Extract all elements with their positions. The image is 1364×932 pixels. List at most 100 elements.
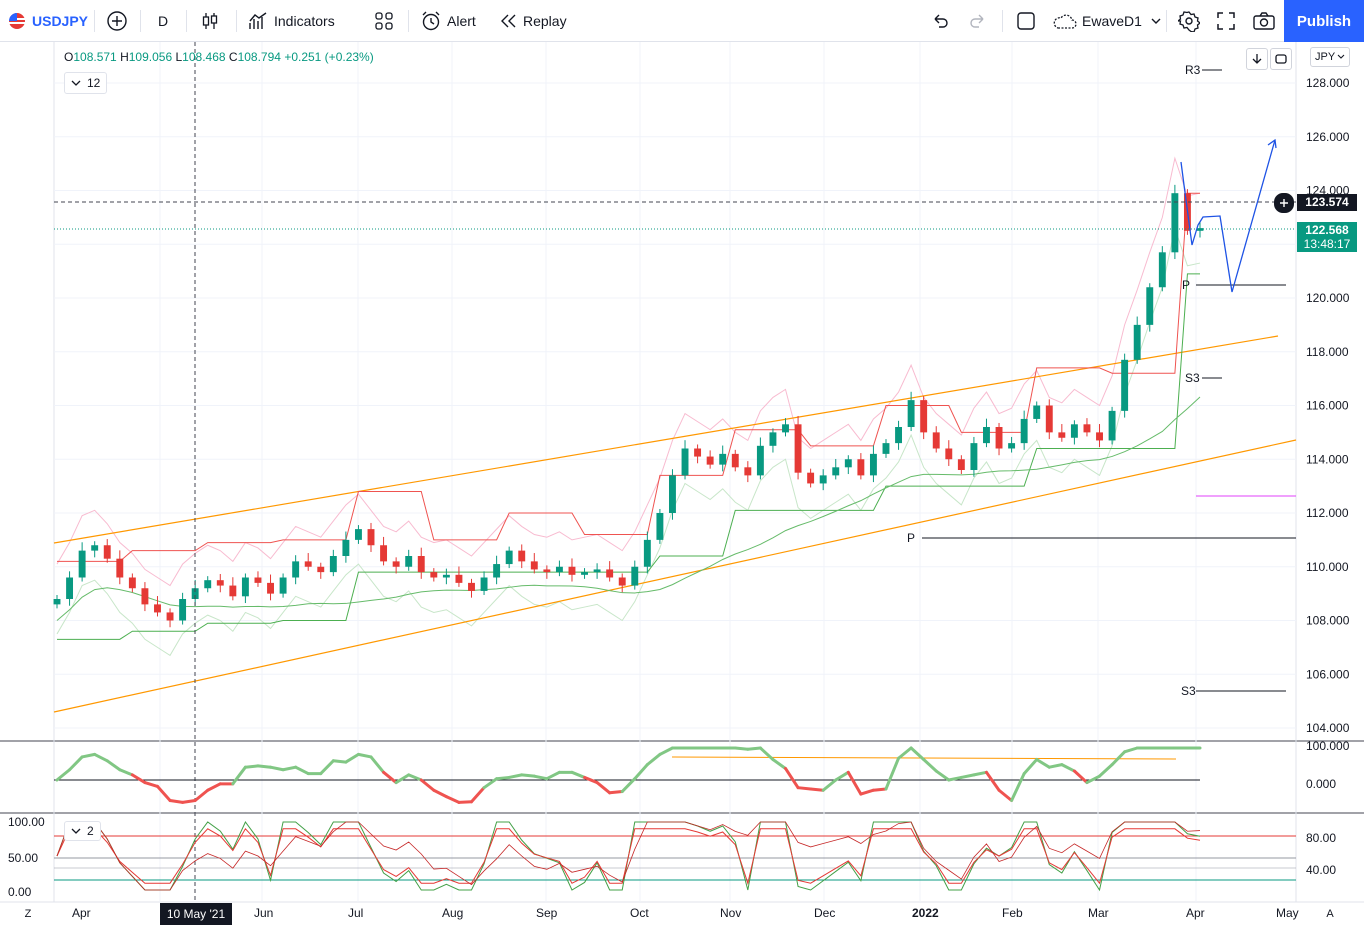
chevron-down-icon (1337, 54, 1345, 59)
candle (229, 577, 237, 601)
candle (103, 539, 111, 563)
candle (731, 449, 739, 472)
momentum-segment (796, 786, 813, 791)
candle (1196, 221, 1204, 238)
resistance-steps (57, 192, 1200, 562)
candle (1058, 424, 1066, 442)
candle (1096, 424, 1103, 448)
symbol-name: USDJPY (32, 13, 89, 29)
stoch-right-axis-label: 40.00 (1306, 863, 1336, 877)
add-symbol-button[interactable] (106, 0, 128, 42)
momentum-segment (344, 752, 360, 764)
price-chart[interactable]: R3 P S3 P S3 128.000126.000124.000122.00… (0, 42, 1364, 932)
candle (618, 573, 626, 593)
time-axis-label: Feb (1002, 906, 1023, 920)
stoch-left-axis-label: 0.00 (8, 885, 32, 899)
momentum-segment (834, 770, 850, 782)
candle (857, 453, 865, 480)
price-axis-label: 108.000 (1306, 614, 1350, 628)
candle (593, 563, 601, 579)
momentum-segment (356, 752, 373, 759)
candle (480, 571, 488, 595)
snapshot-button[interactable] (1252, 0, 1276, 42)
toolbar-divider (236, 10, 237, 32)
channel-upper-line[interactable] (53, 335, 1279, 544)
momentum-segment (608, 790, 624, 795)
momentum-segment (444, 795, 461, 804)
channel-lower-line[interactable] (53, 439, 1297, 713)
us-flag-icon (9, 13, 25, 29)
time-axis-label: 2022 (912, 906, 939, 920)
currency-selector[interactable]: JPY (1310, 47, 1351, 67)
camera-icon (1253, 12, 1275, 30)
momentum-segment (118, 768, 134, 777)
momentum-segment (1123, 746, 1139, 754)
interval-button[interactable]: D (158, 0, 168, 42)
layout-menu-button[interactable]: EwaveD1 (1052, 0, 1162, 42)
candle (581, 568, 588, 579)
fullscreen-layout-button[interactable] (1016, 0, 1036, 42)
candle (719, 445, 727, 472)
alert-button[interactable]: Alert (420, 0, 476, 42)
candle (681, 440, 689, 480)
auto-scale-button[interactable]: A (1326, 908, 1334, 920)
candle (832, 458, 840, 480)
momentum-segment (105, 759, 122, 772)
candle (279, 573, 287, 598)
publish-button[interactable]: Publish (1284, 0, 1364, 42)
interval-label: D (158, 13, 169, 29)
candle (530, 553, 538, 574)
momentum-segment (784, 766, 800, 790)
candle (970, 436, 978, 477)
maximize-pane-button[interactable] (1270, 48, 1292, 70)
oscillator-toggle-button[interactable]: 2 (64, 821, 101, 841)
redo-button[interactable] (968, 0, 988, 42)
momentum-segment (93, 752, 109, 763)
momentum-segment (130, 773, 147, 785)
indicator-axis-label: 100.000 (1306, 739, 1350, 753)
momentum-segment (532, 774, 549, 781)
settings-button[interactable] (1178, 0, 1200, 42)
candle (995, 422, 1003, 456)
replay-button[interactable]: Replay (500, 0, 567, 42)
momentum-segment (809, 787, 825, 792)
candle (154, 596, 161, 617)
momentum-indicator (55, 746, 1202, 804)
candle (392, 557, 400, 574)
ohlc-legend: O108.571 H109.056 L108.468 C108.794 +0.2… (64, 50, 374, 64)
momentum-segment (859, 788, 875, 796)
upper-band (56, 156, 1201, 587)
candle (442, 568, 450, 585)
candle (555, 560, 563, 577)
indicator-axis-label: 0.000 (1306, 777, 1336, 791)
add-alert-button[interactable] (1274, 193, 1294, 213)
fullscreen-button[interactable] (1216, 0, 1236, 42)
indicators-icon (249, 12, 267, 29)
momentum-segment (959, 773, 976, 779)
momentum-segment (633, 763, 649, 781)
momentum-segment (972, 770, 988, 777)
alert-label: Alert (447, 13, 476, 29)
chart-type-button[interactable] (200, 0, 220, 42)
symbol-search-button[interactable]: USDJPY (8, 0, 88, 42)
price-axis[interactable]: 128.000126.000124.000122.000120.000118.0… (1306, 76, 1350, 735)
top-toolbar: USDJPY D Indicators (0, 0, 1364, 42)
crosshair-price-tag: 123.574 (1297, 194, 1357, 211)
timezone-button[interactable]: Z (24, 908, 32, 920)
indicators-toggle-button[interactable]: 12 (64, 72, 108, 94)
wave-projection-path[interactable] (1180, 139, 1276, 293)
momentum-segment (394, 773, 411, 785)
momentum-segment (746, 746, 762, 751)
scroll-down-button[interactable] (1246, 48, 1268, 70)
resistance-line (57, 192, 1200, 562)
candle (317, 562, 325, 579)
momentum-segment (80, 752, 97, 759)
indicators-button[interactable]: Indicators (248, 0, 335, 42)
momentum-segment (884, 756, 901, 791)
undo-button[interactable] (930, 0, 950, 42)
candle (204, 576, 212, 593)
candle (66, 571, 74, 606)
momentum-segment (595, 781, 612, 795)
templates-button[interactable] (374, 0, 394, 42)
toolbar-divider (1166, 10, 1167, 32)
